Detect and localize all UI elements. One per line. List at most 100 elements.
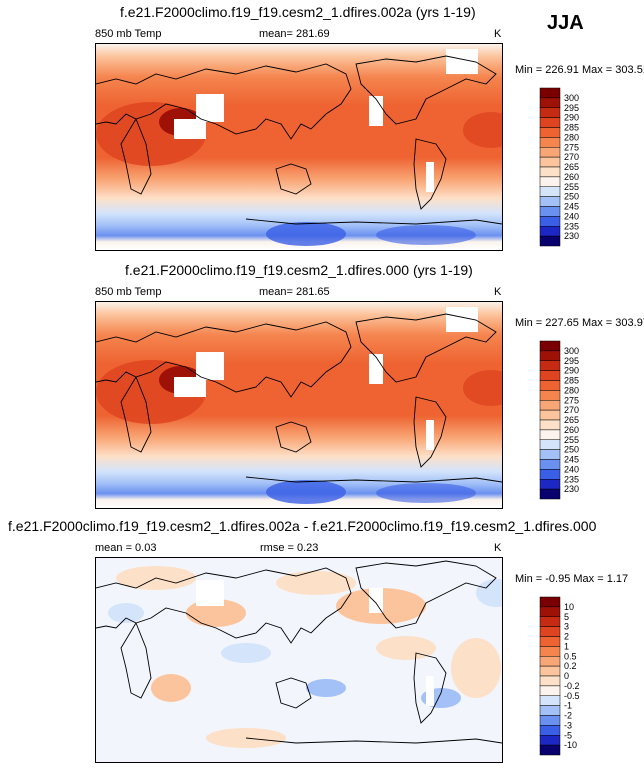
panel-2-missing-region — [426, 420, 434, 450]
panel-1-mean: mean= 281.69 — [259, 28, 330, 40]
panel-2-colorbar-box — [539, 380, 561, 391]
panel-2-colorbar-box — [539, 419, 561, 431]
panel-3-colorbar-box — [539, 675, 561, 687]
panel-3-colorbar-box — [539, 685, 561, 697]
panel-3-colorbar-label: 0 — [564, 671, 569, 681]
panel-3-colorbar-label: -10 — [564, 740, 577, 750]
panel-1-colorbar-box — [539, 196, 561, 207]
panel-1-colorbar-label: 245 — [564, 202, 579, 212]
panel-1-colorbar-box — [539, 137, 561, 148]
panel-2-colorbar-label: 260 — [564, 425, 579, 435]
panel-2-colorbar-box — [539, 488, 561, 500]
panel-1-warm-patch — [463, 112, 502, 148]
panel-3-missing-region — [196, 580, 224, 606]
panel-3-colorbar-box — [539, 665, 561, 677]
panel-2-colorbar-label: 280 — [564, 385, 579, 395]
panel-3-mean: mean = 0.03 — [95, 542, 157, 554]
panel-1-colorbar-label: 270 — [564, 152, 579, 162]
panel-2-colorbar-label: 250 — [564, 445, 579, 455]
panel-2-missing-region — [196, 352, 224, 380]
panel-3-colorbar-label: -5 — [564, 730, 572, 740]
panel-2-colorbar-label: 245 — [564, 455, 579, 465]
panel-2-colorbar-label: 265 — [564, 415, 579, 425]
panel-3-colorbar-box — [539, 596, 561, 608]
panel-1-cold-patch — [266, 222, 346, 246]
panel-3-colorbar-label: 0.5 — [564, 651, 577, 661]
panel-2-missing-region — [174, 377, 206, 397]
panel-2-colorbar-box — [539, 400, 561, 411]
panel-3-colorbar-label: -0.5 — [564, 691, 580, 701]
panel-3-colorbar-label: 1 — [564, 641, 569, 651]
panel-3-colorbar-box — [539, 705, 561, 716]
season-label: JJA — [547, 12, 584, 34]
panel-1-colorbar-box — [539, 206, 561, 217]
panel-1-colorbar-box — [539, 156, 561, 168]
panel-3-colorbar-label: 5 — [564, 612, 569, 622]
panel-1-colorbar-box — [539, 147, 561, 158]
panel-1-colorbar-box — [539, 166, 561, 178]
panel-1-missing-region — [426, 162, 434, 192]
panel-2-colorbar-label: 295 — [564, 356, 579, 366]
panel-3-colorbar-box — [539, 744, 561, 756]
panel-2-colorbar-label: 285 — [564, 376, 579, 386]
panel-3-colorbar-label: 2 — [564, 632, 569, 642]
panel-3-colorbar-box — [539, 695, 561, 706]
panel-3-colorbar-box — [539, 606, 561, 618]
panel-2-map — [95, 301, 503, 509]
panel-2-minmax: Min = 227.65 Max = 303.97 — [515, 317, 644, 329]
panel-2-colorbar-box — [539, 459, 561, 470]
panel-2-colorbar-box — [539, 350, 561, 362]
panel-2-colorbar-box — [539, 449, 561, 460]
panel-1-map — [95, 43, 503, 251]
panel-3-colorbar-label: -1 — [564, 701, 572, 711]
panel-2-colorbar-box — [539, 360, 561, 371]
panel-1-colorbar-label: 300 — [564, 93, 579, 103]
panel-3-negative-anomaly — [221, 643, 271, 663]
panel-2-cold-patch — [376, 483, 476, 503]
panel-3-title: f.e21.F2000climo.f19_f19.cesm2_1.dfires.… — [8, 518, 597, 534]
panel-3-rmse: rmse = 0.23 — [260, 542, 319, 554]
panel-1-colorbar-label: 280 — [564, 132, 579, 142]
panel-3-colorbar-label: 3 — [564, 622, 569, 632]
panel-1-colorbar-label: 260 — [564, 172, 579, 182]
panel-3-colorbar-label: 0.2 — [564, 661, 577, 671]
panel-3-colorbar-box — [539, 616, 561, 627]
panel-3-colorbar-box — [539, 735, 561, 746]
panel-2-colorbar-box — [539, 370, 561, 381]
panel-3-positive-anomaly — [451, 638, 501, 698]
panel-2-colorbar-box — [539, 469, 561, 480]
panel-1-colorbar-label: 265 — [564, 162, 579, 172]
panel-2-colorbar-box — [539, 409, 561, 421]
panel-1-colorbar-box — [539, 186, 561, 197]
panel-1-colorbar-box — [539, 235, 561, 247]
panel-3-colorbar-label: -0.2 — [564, 681, 580, 691]
panel-2-title: f.e21.F2000climo.f19_f19.cesm2_1.dfires.… — [125, 262, 473, 278]
panel-3-units: K — [494, 542, 502, 554]
panel-2-colorbar-box — [539, 479, 561, 490]
panel-1-colorbar-label: 295 — [564, 103, 579, 113]
panel-3-colorbar-box — [539, 646, 561, 657]
panel-3-colorbar-label: -3 — [564, 720, 572, 730]
panel-1-colorbar-box — [539, 117, 561, 128]
panel-3-colorbar: 10 5 3 2 1 0.5 0.2 0 -0.2 -0.5 -1 -2 -3 -5 -10 — [539, 596, 580, 757]
panel-2-colorbar-box — [539, 439, 561, 450]
panel-2-variable: 850 mb Temp — [95, 286, 162, 298]
panel-2-colorbar: 300 295 290 285 280 275 270 265 260 255 250 245 240 2… — [539, 340, 580, 501]
panel-2-colorbar-box — [539, 340, 561, 352]
panel-1-coastline — [96, 55, 502, 225]
panel-2-colorbar-label: 300 — [564, 346, 579, 356]
panel-1-colorbar-label: 285 — [564, 123, 579, 133]
panel-3-colorbar-label: 10 — [564, 602, 574, 612]
panel-2-missing-region — [369, 354, 383, 384]
panel-2-colorbar-box — [539, 429, 561, 441]
panel-1-colorbar-box — [539, 87, 561, 99]
panel-3-colorbar-box — [539, 725, 561, 736]
panel-3-negative-anomaly — [306, 679, 346, 697]
panel-3-positive-anomaly — [151, 674, 191, 702]
panel-2-colorbar-label: 255 — [564, 435, 579, 445]
panel-2-colorbar-label: 235 — [564, 474, 579, 484]
panel-3-negative-anomaly — [476, 579, 502, 607]
panel-1-colorbar-box — [539, 107, 561, 118]
panel-2-units: K — [494, 286, 502, 298]
panel-1-missing-region — [369, 96, 383, 126]
